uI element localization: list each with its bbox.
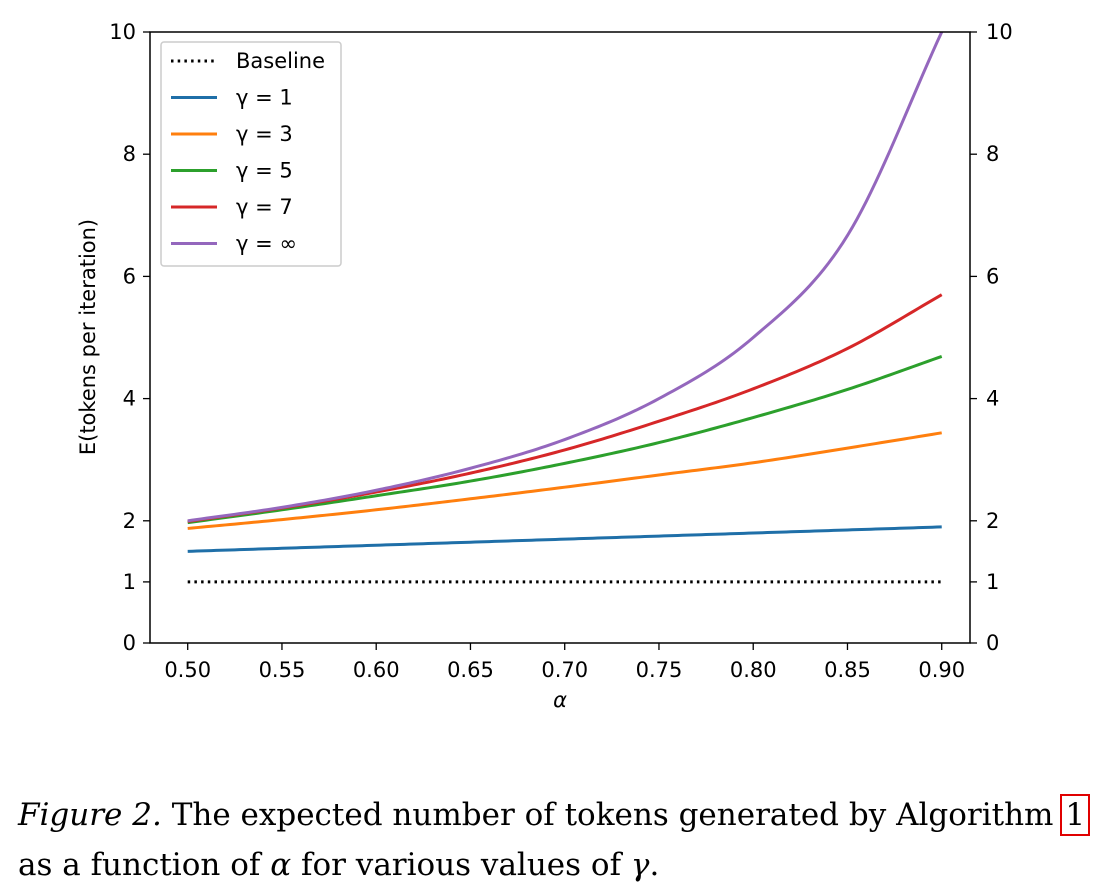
x-tick-label-6: 0.80 — [730, 658, 777, 682]
axes: 0.50 0.55 0.60 0.65 0.70 0.75 0.80 0.85 0.90 0 1 2 4… — [109, 20, 1012, 682]
legend-label-1: γ = 1 — [236, 86, 293, 110]
x-tick-label-3: 0.65 — [447, 658, 494, 682]
caption-text-3: for various values of — [291, 847, 631, 883]
algorithm-reference-link[interactable]: 1 — [1060, 794, 1091, 836]
plot-lines — [187, 31, 944, 584]
figure-caption: Figure 2. The expected number of tokens … — [18, 790, 1093, 890]
chart: 0.50 0.55 0.60 0.65 0.70 0.75 0.80 0.85 0.90 0 1 2 4… — [76, 20, 1013, 712]
alpha-symbol: α — [270, 847, 292, 883]
legend-label-2: γ = 3 — [236, 122, 293, 146]
plot-frame — [149, 31, 971, 644]
y-tick-label-6: 10 — [109, 20, 136, 44]
right-y-tick-label-5: 8 — [986, 142, 999, 166]
caption-text-4: . — [649, 847, 660, 883]
series-line-2 — [187, 431, 942, 530]
legend-label-4: γ = 7 — [236, 195, 293, 219]
caption-text-2: as a function of — [18, 847, 271, 883]
figure-label: Figure 2. — [18, 797, 162, 833]
y-tick-label-4: 6 — [123, 264, 136, 288]
legend-label-5: γ = ∞ — [236, 232, 297, 256]
right-y-tick-label-3: 4 — [986, 387, 999, 411]
legend: Baseline γ = 1 γ = 3 γ = 5 γ = 7 γ = ∞ — [160, 41, 342, 267]
series-line-3 — [187, 355, 943, 525]
right-y-tick-label-1: 1 — [986, 570, 999, 594]
x-tick-label-0: 0.50 — [164, 658, 211, 682]
legend-label-0: Baseline — [236, 49, 325, 73]
x-tick-label-4: 0.70 — [541, 658, 588, 682]
x-tick-label-1: 0.55 — [259, 658, 306, 682]
y-axis-label: E(tokens per iteration) — [76, 219, 100, 455]
x-tick-label-8: 0.90 — [918, 658, 965, 682]
x-axis-label: α — [553, 688, 567, 712]
right-y-tick-label-2: 2 — [986, 509, 999, 533]
x-tick-label-2: 0.60 — [353, 658, 400, 682]
right-y-tick-label-4: 6 — [986, 264, 999, 288]
y-tick-label-2: 2 — [123, 509, 136, 533]
y-tick-label-1: 1 — [123, 570, 136, 594]
x-tick-label-5: 0.75 — [636, 658, 683, 682]
right-y-tick-label-6: 10 — [986, 20, 1013, 44]
y-tick-label-5: 8 — [123, 142, 136, 166]
series-line-1 — [187, 525, 942, 553]
right-y-tick-label-0: 0 — [986, 631, 999, 655]
caption-text-1: The expected number of tokens generated … — [161, 797, 1064, 833]
x-tick-label-7: 0.85 — [824, 658, 871, 682]
y-tick-label-0: 0 — [123, 631, 136, 655]
series-line-5 — [187, 31, 944, 523]
gamma-symbol: γ — [630, 847, 650, 883]
legend-label-3: γ = 5 — [236, 159, 293, 183]
y-tick-label-3: 4 — [123, 387, 136, 411]
